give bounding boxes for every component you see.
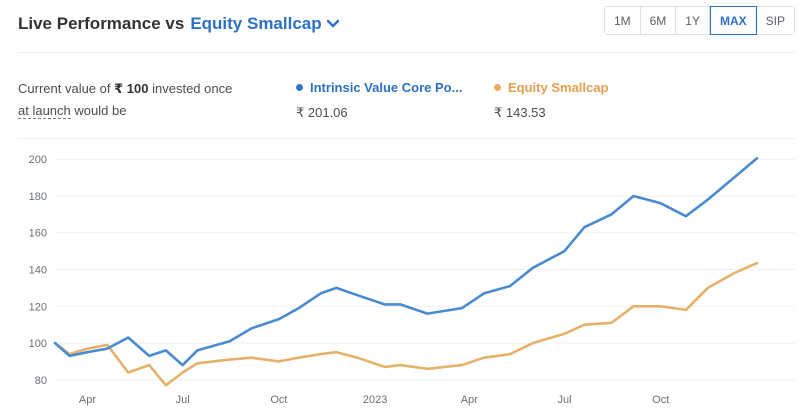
x-tick-label: Apr — [79, 394, 96, 406]
x-tick-label: 2023 — [363, 394, 387, 406]
y-tick-label: 80 — [35, 375, 47, 387]
fund-dot-icon — [296, 83, 303, 91]
fund-value: ₹ 201.06 — [296, 105, 348, 120]
benchmark-name: Equity Smallcap — [508, 79, 609, 95]
header-divider — [18, 52, 795, 53]
legend-item-fund: Intrinsic Value Core Po... ₹ 201.06 — [296, 78, 462, 121]
y-tick-label: 140 — [29, 265, 47, 277]
fund-name: Intrinsic Value Core Po... — [310, 79, 463, 95]
at-launch-link[interactable]: at launch — [18, 103, 71, 119]
page-header: Live Performance vs Equity Smallcap — [18, 10, 340, 38]
benchmark-label[interactable]: Equity Smallcap — [190, 14, 322, 33]
investment-summary: Current value of ₹ 100 invested once at … — [18, 78, 232, 122]
y-tick-label: 120 — [29, 301, 47, 313]
range-1y-button[interactable]: 1Y — [676, 7, 710, 34]
benchmark-dot-icon — [494, 83, 501, 91]
y-tick-label: 200 — [29, 154, 47, 166]
range-6m-button[interactable]: 6M — [640, 7, 677, 34]
range-max-button[interactable]: MAX — [709, 6, 757, 35]
chevron-down-icon[interactable] — [326, 19, 340, 29]
summary-amount: ₹ 100 — [114, 81, 149, 96]
x-tick-label: Jul — [176, 394, 190, 406]
summary-divider — [18, 138, 795, 139]
performance-chart[interactable]: 80 100 120 140 160 180 200 Apr Jul Oct 2023 Apr Jul O… — [0, 140, 800, 411]
range-sip-button[interactable]: SIP — [756, 7, 794, 34]
y-tick-label: 160 — [29, 228, 47, 240]
summary-middle: invested once — [152, 81, 233, 96]
x-tick-label: Jul — [557, 394, 571, 406]
y-tick-label: 180 — [29, 191, 47, 203]
x-tick-label: Oct — [652, 394, 669, 406]
benchmark-selector[interactable]: Equity Smallcap — [190, 14, 339, 34]
page-title: Live Performance vs — [18, 14, 185, 33]
y-tick-label: 100 — [29, 338, 47, 350]
summary-suffix: would be — [74, 103, 127, 118]
x-tick-label: Apr — [461, 394, 478, 406]
benchmark-series-line — [53, 261, 759, 387]
summary-prefix: Current value of — [18, 81, 111, 96]
performance-chart-svg: 80 100 120 140 160 180 200 Apr Jul Oct 2023 Apr Jul O… — [29, 154, 795, 406]
legend-item-benchmark: Equity Smallcap ₹ 143.53 — [494, 78, 608, 121]
time-range-selector: 1M 6M 1Y MAX SIP — [603, 6, 795, 35]
benchmark-value: ₹ 143.53 — [494, 105, 546, 120]
x-tick-label: Oct — [270, 394, 287, 406]
fund-series-line — [53, 156, 759, 367]
range-1m-button[interactable]: 1M — [604, 7, 641, 34]
